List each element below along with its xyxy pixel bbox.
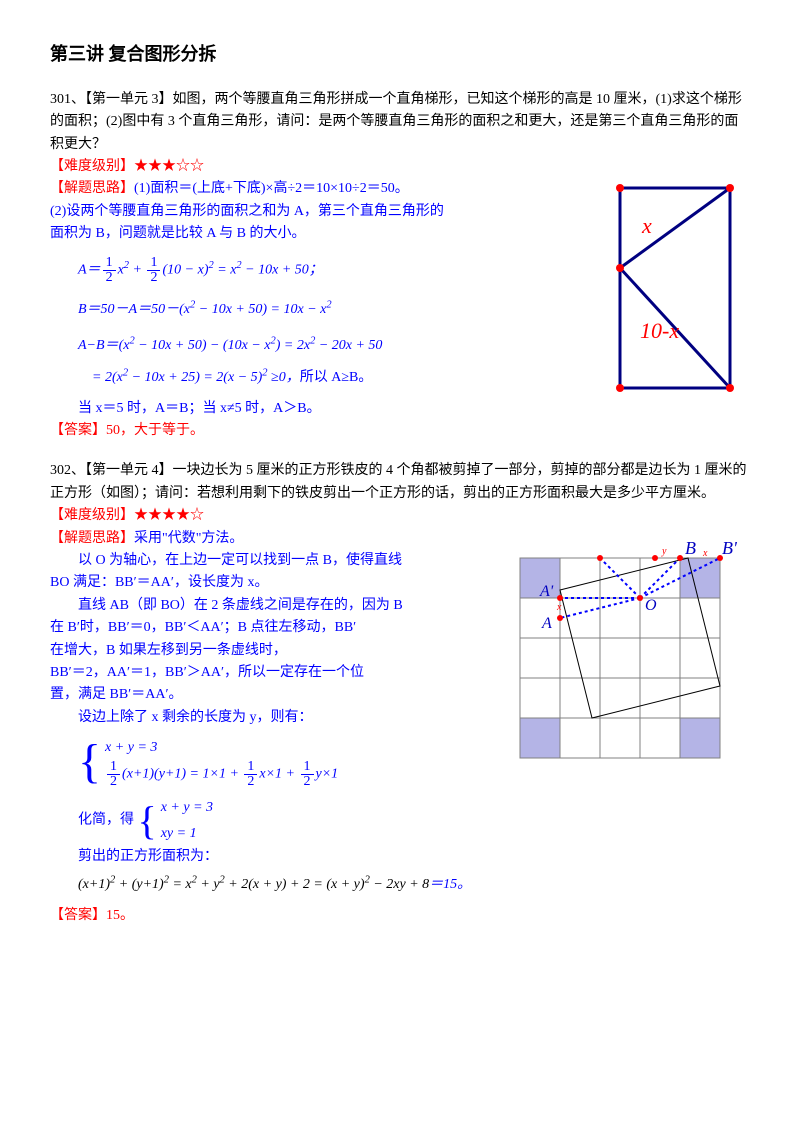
figure-301: x 10-x — [600, 178, 750, 406]
answer-text: 15。 — [106, 908, 134, 923]
label-10-x: 10-x — [640, 318, 679, 343]
label-O: O — [645, 597, 657, 614]
solution-label: 【解题思路】 — [50, 181, 134, 196]
answer-row: 【答案】15。 — [50, 905, 750, 927]
stars-filled-icon: ★★★ — [134, 159, 176, 174]
solution-label: 【解题思路】 — [50, 531, 134, 546]
label-Bp: B' — [722, 538, 738, 558]
difficulty-label: 【难度级别】 — [50, 508, 134, 523]
label-x: x — [641, 213, 652, 238]
answer-row: 【答案】50，大于等于。 — [50, 420, 750, 442]
simplify-row: 化简，得 { x + y = 3 xy = 1 — [50, 795, 750, 845]
final-val: ＝15 — [429, 877, 457, 892]
final-dot: 。 — [457, 877, 471, 892]
stars-filled-icon: ★★★★ — [134, 508, 190, 523]
difficulty-row: 【难度级别】★★★★☆ — [50, 505, 750, 527]
problem-301-statement: 301、【第一单元 3】如图，两个等腰直角三角形拼成一个直角梯形，已知这个梯形的… — [50, 89, 750, 156]
label-x2: x — [702, 548, 708, 559]
sol1-text: (1)面积＝(上底+下底)×高÷2＝10×10÷2＝50。 — [134, 181, 409, 196]
label-Ap: A' — [539, 583, 554, 600]
square-svg: A' A O B B' x y x — [500, 528, 750, 768]
final-eq: (x+1)2 + (y+1)2 = x2 + y2 + 2(x + y) + 2… — [50, 874, 750, 896]
difficulty-label: 【难度级别】 — [50, 159, 134, 174]
label-x: x — [556, 602, 562, 613]
simplify-label: 化简，得 — [78, 813, 134, 828]
answer-text: 50，大于等于。 — [106, 423, 204, 438]
stars-empty-icon: ☆ — [190, 508, 204, 523]
problem-301: 301、【第一单元 3】如图，两个等腰直角三角形拼成一个直角梯形，已知这个梯形的… — [50, 89, 750, 443]
label-y: y — [661, 546, 667, 557]
answer-label: 【答案】 — [50, 423, 106, 438]
lecture-title: 第三讲 复合图形分拆 — [50, 40, 750, 69]
problem-302-statement: 302、【第一单元 4】一块边长为 5 厘米的正方形铁皮的 4 个角都被剪掉了一… — [50, 460, 750, 505]
eq-b-pre: B＝50－A＝50－ — [78, 302, 179, 317]
label-B: B — [685, 538, 696, 558]
trapezoid-svg: x 10-x — [600, 178, 750, 398]
problem-302: 302、【第一单元 4】一块边长为 5 厘米的正方形铁皮的 4 个角都被剪掉了一… — [50, 460, 750, 926]
problem-number: 301、【第一单元 3】 — [50, 92, 173, 107]
label-A: A — [541, 615, 552, 632]
area-label: 剪出的正方形面积为： — [50, 846, 750, 868]
problem-number: 302、【第一单元 4】 — [50, 463, 173, 478]
answer-label: 【答案】 — [50, 908, 106, 923]
stars-empty-icon: ☆☆ — [176, 159, 204, 174]
figure-302: A' A O B B' x y x — [500, 528, 750, 776]
eq-a-pre: A＝ — [78, 262, 101, 277]
eq-ab-pre: A−B＝ — [78, 338, 119, 353]
eq-a-post: ； — [309, 262, 323, 277]
sol-method: 采用"代数"方法。 — [134, 531, 243, 546]
difficulty-row: 【难度级别】★★★☆☆ — [50, 156, 750, 178]
